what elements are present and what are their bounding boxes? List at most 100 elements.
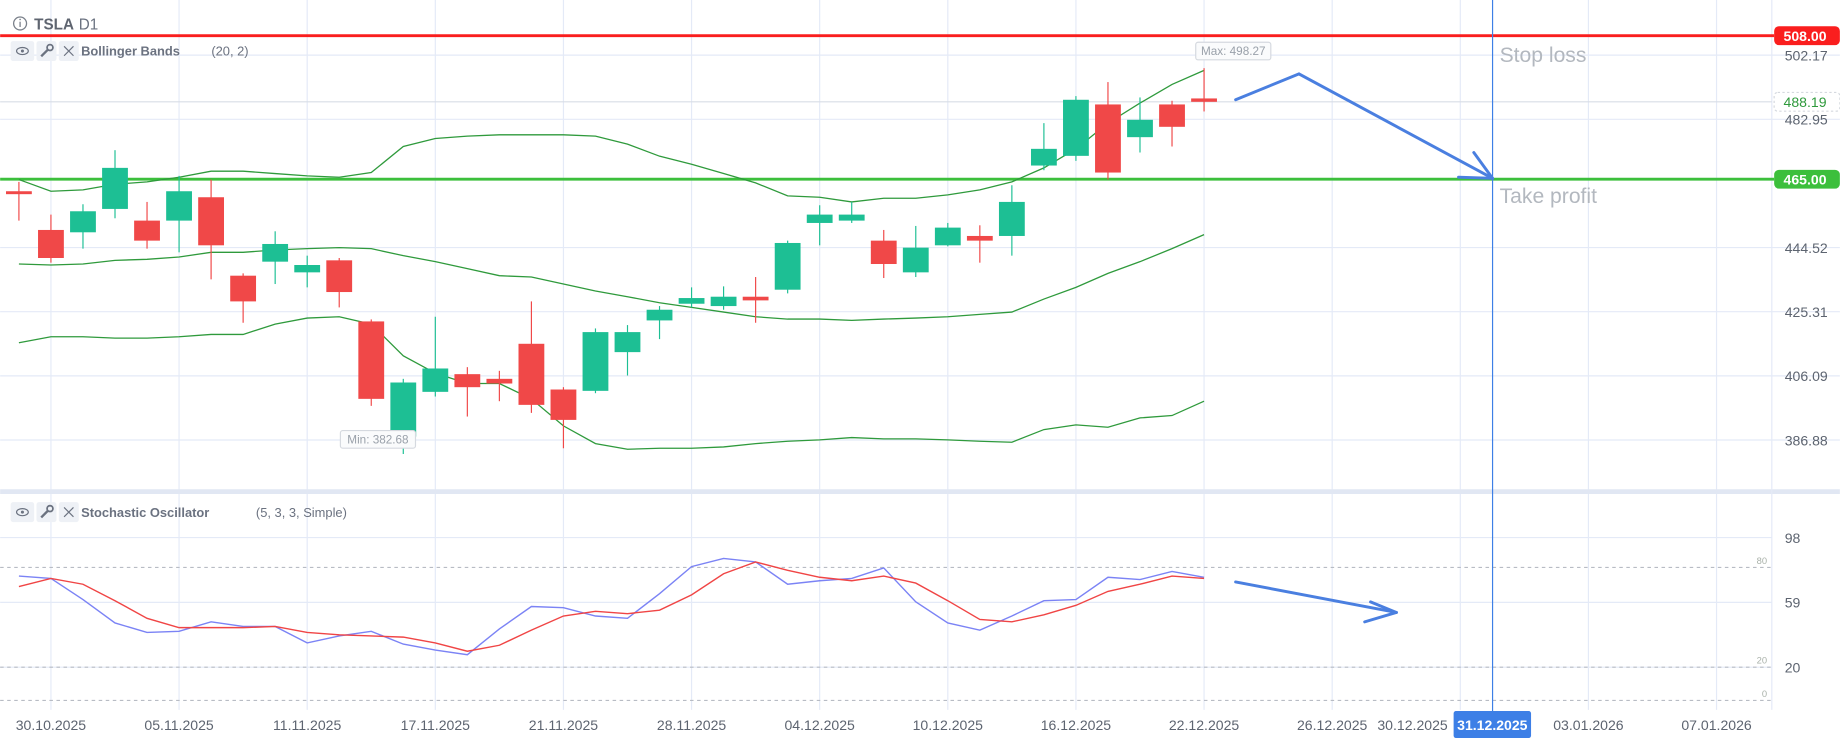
bearish-candle (198, 179, 225, 280)
price-tick-label: 444.52 (1785, 240, 1828, 256)
stochastic-tick-label: 59 (1785, 595, 1801, 611)
timeframe-label: D1 (79, 16, 99, 33)
stop-loss-badge (1774, 26, 1840, 46)
bearish-candle (454, 367, 481, 417)
bearish-candle (550, 387, 577, 449)
stochastic-axis: 98 59 20 80 20 0 (1757, 530, 1801, 699)
candle-body (1063, 99, 1089, 156)
price-tick-label: 425.31 (1785, 304, 1828, 320)
indicator-name: Stochastic Oscillator (81, 505, 209, 520)
bearish-candle (1095, 82, 1121, 180)
candle-body (902, 247, 929, 273)
bullish-candle (294, 255, 321, 288)
candle-body (38, 229, 64, 258)
bullish-candle (838, 201, 865, 223)
candle-body (166, 191, 192, 221)
candle-body (1030, 148, 1057, 166)
date-tick-label: 05.11.2025 (144, 717, 214, 733)
bullish-candle (582, 328, 609, 394)
candle-body (454, 374, 481, 388)
bearish-candle (134, 201, 160, 249)
indicator-name: Bollinger Bands (81, 44, 180, 59)
bearish-candle (870, 229, 897, 279)
candle-body (422, 368, 449, 392)
bullish-candle (646, 306, 673, 340)
stochastic-level-label: 0 (1762, 689, 1767, 699)
bullish-candle (614, 325, 641, 376)
candle-body (646, 309, 673, 321)
bearish-candle (358, 319, 385, 406)
candle-body (582, 332, 609, 391)
candle-body (678, 298, 705, 304)
bullish-candle (678, 287, 705, 308)
symbol-name: TSLA (34, 16, 74, 33)
stochastic-tick-label: 20 (1785, 659, 1801, 675)
bearish-candle (486, 370, 513, 402)
candle-body (614, 332, 641, 353)
bullish-candle (806, 205, 833, 246)
cursor-date-label: 31.12.2025 (1457, 717, 1528, 733)
stochastic-forecast-arrow[interactable] (1234, 580, 1398, 624)
bullish-candle (998, 185, 1025, 256)
candle-body (390, 382, 417, 437)
stop-loss-price-label: 508.00 (1784, 28, 1827, 44)
stochastic-tick-label: 98 (1785, 530, 1801, 546)
settings-button[interactable] (36, 502, 57, 523)
bullish-candle (902, 225, 929, 278)
symbol-header: TSLA D1 (12, 16, 99, 33)
last-price-badge (1773, 91, 1840, 112)
date-tick-label: 17.11.2025 (401, 717, 471, 733)
info-icon[interactable] (12, 16, 28, 31)
cursor-date-badge (1453, 711, 1532, 738)
bollinger-middle-line (18, 234, 1205, 322)
bollinger-bands (18, 69, 1205, 450)
close-icon (63, 45, 74, 57)
candle-body (102, 167, 128, 209)
visibility-toggle-button[interactable] (10, 502, 35, 523)
bearish-candle (518, 301, 545, 413)
candle-body (294, 265, 321, 273)
indicator-params: (20, 2) (211, 44, 248, 59)
stochastic-legend: Stochastic Oscillator (5, 3, 3, Simple) (10, 502, 347, 523)
candle-body (326, 260, 353, 293)
bearish-candle (6, 181, 32, 221)
wrench-icon (40, 43, 54, 58)
candle-body (1095, 104, 1121, 173)
bullish-candle (102, 150, 128, 219)
last-price-label: 488.19 (1784, 94, 1827, 110)
bullish-candle (774, 240, 801, 294)
candle-body (1191, 98, 1217, 102)
bullish-candle (166, 175, 192, 253)
candle-body (1127, 119, 1153, 138)
date-tick-label: 21.11.2025 (529, 717, 599, 733)
take-profit-label: Take profit (1500, 185, 1598, 208)
bullish-candle (1127, 97, 1153, 153)
settings-button[interactable] (36, 41, 57, 62)
candles (6, 68, 1217, 455)
eye-icon (15, 508, 29, 517)
stochastic-level-label: 80 (1757, 556, 1767, 566)
close-icon (63, 507, 74, 518)
time-axis[interactable]: 30.10.2025 05.11.2025 11.11.2025 17.11.2025… (16, 711, 1752, 738)
candle-body (774, 242, 801, 290)
remove-indicator-button[interactable] (58, 502, 79, 523)
date-tick-label: 11.11.2025 (273, 717, 341, 733)
candle-body (262, 243, 289, 262)
visibility-toggle-button[interactable] (10, 41, 35, 62)
bearish-candle (1191, 68, 1217, 112)
price-axis[interactable]: 508.00 465.00 488.19 502.17 482.95 444.52 425.… (1773, 26, 1840, 448)
bullish-candle (710, 286, 737, 310)
date-tick-label: 10.12.2025 (913, 717, 984, 733)
stochastic-level-label: 20 (1757, 656, 1767, 666)
price-tick-label: 386.88 (1785, 432, 1828, 448)
bullish-candle (1030, 123, 1057, 171)
candle-body (934, 227, 961, 246)
bearish-candle (326, 257, 353, 308)
candle-body (838, 214, 865, 221)
remove-indicator-button[interactable] (58, 41, 79, 62)
bearish-candle (1159, 100, 1185, 147)
bollinger-lower-line (18, 316, 1205, 450)
forecast-arrow[interactable] (1234, 72, 1495, 180)
candle-body (742, 296, 769, 301)
